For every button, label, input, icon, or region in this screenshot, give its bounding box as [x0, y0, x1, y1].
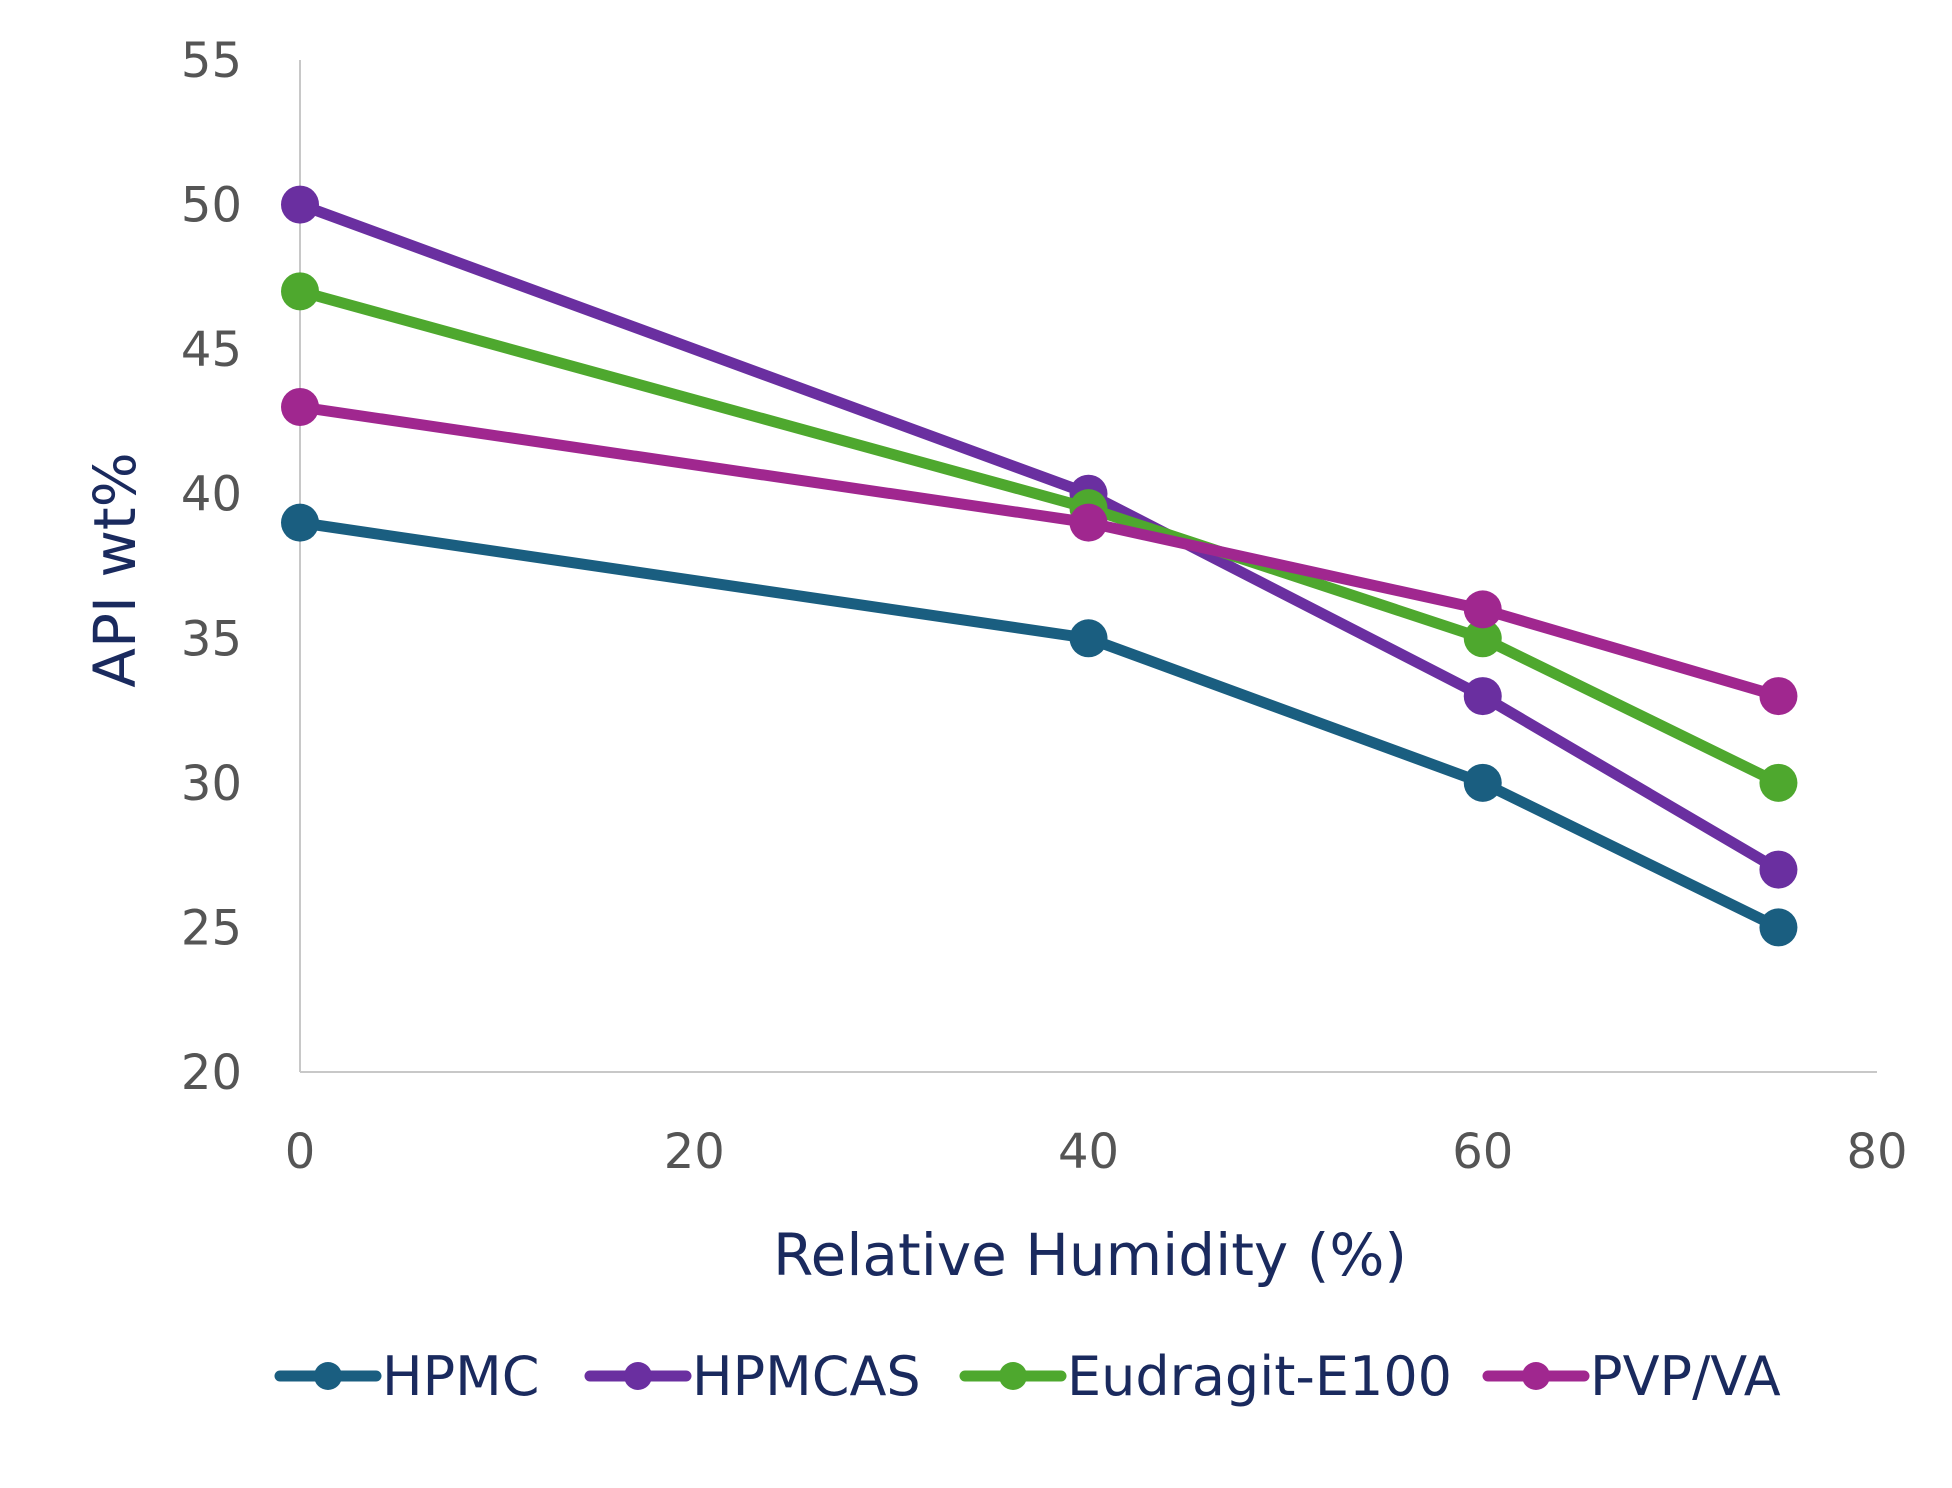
legend-item-hpmc: HPMC: [274, 1345, 539, 1408]
data-point-eudragit-e100: [1759, 763, 1798, 802]
legend-item-hpmcas: HPMCAS: [584, 1345, 921, 1408]
series-line-eudragit-e100: [294, 285, 1784, 789]
data-point-pvp-va: [1759, 677, 1798, 716]
series-eudragit-e100: [281, 272, 1798, 802]
y-tick-label: 40: [181, 467, 242, 523]
data-point-hpmc: [1759, 908, 1798, 947]
series-hpmc: [281, 503, 1798, 947]
legend-label: Eudragit-E100: [1067, 1345, 1452, 1408]
legend-swatch-marker: [624, 1362, 652, 1390]
y-tick-label: 30: [181, 756, 242, 812]
x-axis-title: Relative Humidity (%): [773, 1221, 1407, 1289]
legend-label: HPMC: [382, 1345, 539, 1408]
y-tick-labels: 20 25 30 35 40 45 50 55: [181, 33, 242, 1101]
data-point-eudragit-e100: [281, 272, 319, 311]
x-tick-labels: 0 20 40 60 80: [285, 1124, 1908, 1180]
data-point-hpmcas: [1759, 850, 1798, 889]
legend-item-pvp-va: PVP/VA: [1482, 1345, 1781, 1408]
x-tick-label: 0: [285, 1124, 316, 1180]
legend-label: PVP/VA: [1590, 1345, 1781, 1408]
data-point-eudragit-e100: [1463, 619, 1502, 658]
data-point-pvp-va: [1069, 503, 1108, 542]
legend-label: HPMCAS: [692, 1345, 921, 1408]
x-tick-label: 40: [1058, 1124, 1119, 1180]
x-tick-label: 80: [1846, 1124, 1907, 1180]
y-tick-label: 55: [181, 33, 242, 89]
data-point-pvp-va: [281, 387, 319, 426]
data-point-hpmc: [281, 503, 319, 542]
x-tick-label: 60: [1452, 1124, 1513, 1180]
y-tick-label: 50: [181, 178, 242, 234]
legend-item-eudragit-e100: Eudragit-E100: [959, 1345, 1452, 1408]
y-tick-label: 35: [181, 611, 242, 667]
legend: HPMC HPMCAS Eudragit-E100 PVP/VA: [274, 1345, 1781, 1408]
y-tick-label: 25: [181, 900, 242, 956]
series-line-pvp-va: [294, 401, 1784, 702]
data-point-hpmcas: [1463, 677, 1502, 716]
data-point-hpmc: [1463, 763, 1502, 802]
x-tick-label: 20: [664, 1124, 725, 1180]
y-axis-title: API wt%: [81, 452, 149, 687]
data-point-hpmc: [1069, 619, 1108, 658]
series-line-hpmcas: [294, 199, 1784, 876]
data-point-pvp-va: [1463, 590, 1502, 629]
series-pvp-va: [281, 387, 1798, 716]
y-tick-label: 45: [181, 322, 242, 378]
series-line-hpmc: [294, 517, 1784, 933]
data-point-hpmcas: [281, 185, 319, 224]
legend-swatch-marker: [1522, 1362, 1550, 1390]
axes: [299, 60, 1877, 1073]
series-group: [281, 185, 1798, 947]
legend-swatch-marker: [314, 1362, 342, 1390]
series-hpmcas: [281, 185, 1798, 889]
legend-swatch-marker: [999, 1362, 1027, 1390]
y-tick-label: 20: [181, 1045, 242, 1101]
